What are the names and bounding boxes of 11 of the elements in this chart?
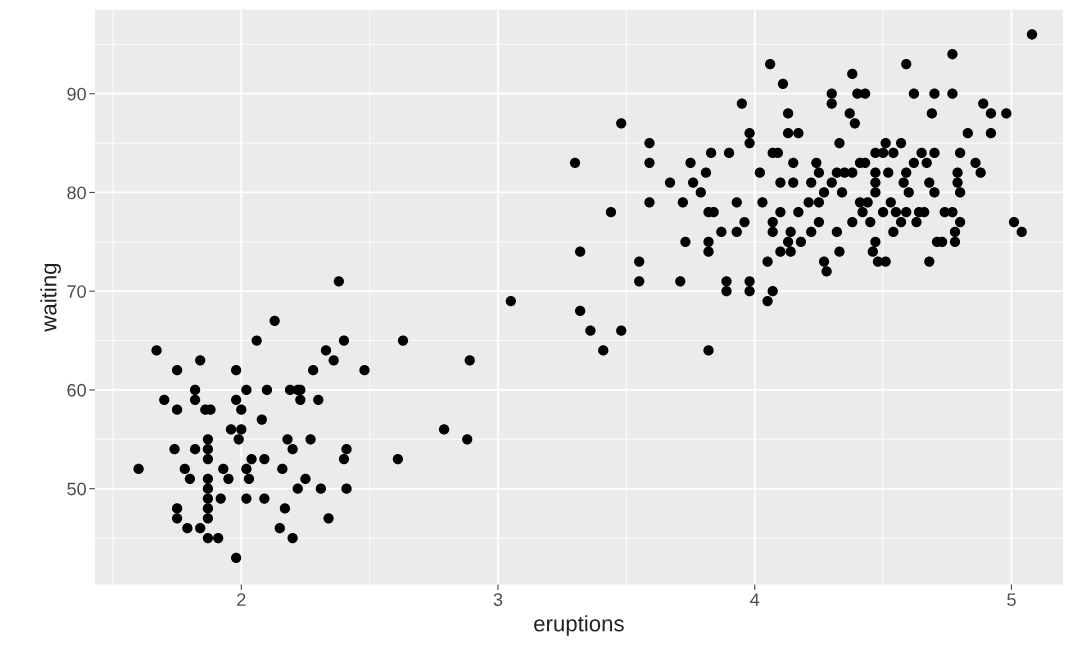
y-axis-title: waiting — [40, 263, 61, 332]
y-tick-label: 60 — [67, 383, 86, 397]
x-tick-label: 2 — [237, 593, 246, 606]
y-tick-label: 70 — [67, 285, 86, 298]
y-tick-label: 90 — [67, 87, 86, 101]
x-tick-label: 3 — [493, 593, 503, 607]
x-tick-label: 5 — [1007, 593, 1016, 607]
y-tick-label: 50 — [67, 482, 86, 496]
x-tick-label: 4 — [750, 593, 760, 606]
y-tick-label: 80 — [67, 186, 86, 200]
x-axis-title: eruptions — [534, 615, 624, 636]
